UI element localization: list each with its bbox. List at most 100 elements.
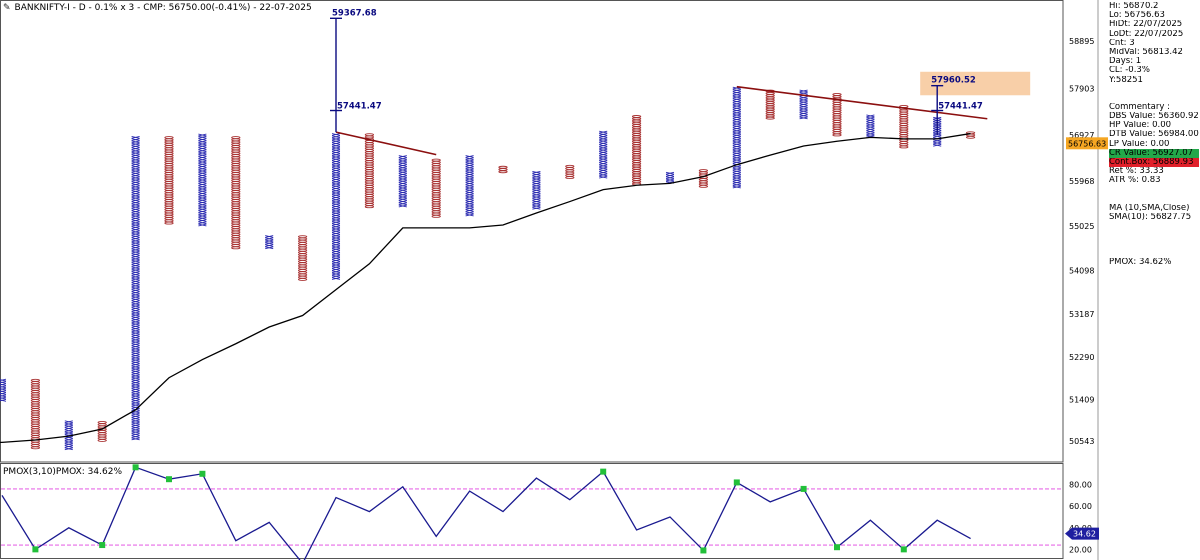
o-box — [231, 196, 241, 200]
x-box — [131, 235, 140, 238]
o-box — [164, 217, 174, 221]
o-box — [30, 414, 41, 418]
o-box — [231, 221, 241, 225]
x-box — [198, 140, 207, 144]
x-box — [198, 171, 207, 175]
x-box — [198, 176, 207, 180]
x-box — [331, 243, 341, 247]
o-box — [364, 173, 375, 177]
x-box — [131, 241, 140, 245]
annotations: 59367.68 57441.47 57960.52 57441.47 56756.63 — [330, 8, 1108, 150]
x-box — [331, 175, 341, 179]
x-box — [532, 177, 541, 181]
x-box — [198, 185, 207, 189]
o-box — [364, 133, 375, 137]
x-box — [732, 136, 741, 139]
target-label: 57441.47 — [337, 102, 382, 112]
o-box — [97, 429, 107, 433]
x-box — [398, 155, 407, 158]
x-box — [465, 179, 474, 183]
x-box — [64, 438, 73, 442]
x-box — [131, 149, 140, 153]
x-box — [198, 216, 207, 220]
x-box — [131, 228, 140, 231]
x-box — [331, 247, 341, 251]
o-box — [364, 191, 375, 195]
o-box — [231, 165, 241, 169]
x-box — [198, 189, 207, 193]
info-contbox: Cont.Box: 56889.93 — [1109, 158, 1199, 168]
o-box — [231, 136, 241, 140]
o-box — [231, 190, 241, 194]
info-cr: CR Value: 56927.07 — [1109, 148, 1199, 159]
x-box — [131, 259, 140, 263]
x-box — [732, 124, 741, 128]
x-box — [131, 244, 140, 247]
x-box — [131, 331, 140, 335]
pmox-marker — [600, 468, 607, 475]
o-box — [498, 168, 508, 171]
o-box — [231, 142, 241, 146]
info-hp: HP Value: 0.00 — [1109, 121, 1172, 131]
x-box — [331, 157, 341, 161]
x-box — [265, 246, 274, 250]
x-box — [131, 169, 140, 173]
x-box — [732, 160, 741, 164]
o-box — [231, 185, 241, 189]
x-box — [0, 383, 7, 386]
x-box — [732, 158, 741, 162]
settings-icon[interactable]: ✎ — [3, 3, 11, 13]
info-y: Y:58251 — [1109, 75, 1143, 85]
o-box — [30, 430, 41, 434]
x-box — [64, 424, 73, 428]
o-box — [631, 178, 642, 181]
o-box — [431, 174, 441, 178]
x-box — [398, 175, 407, 179]
x-box — [131, 223, 140, 227]
o-box — [231, 194, 241, 198]
pmox-marker — [733, 479, 740, 486]
x-box — [131, 181, 140, 184]
x-box — [866, 125, 875, 129]
o-box — [431, 212, 441, 216]
o-column — [631, 115, 642, 186]
o-box — [899, 129, 909, 133]
o-box — [765, 109, 775, 113]
x-box — [131, 426, 140, 429]
x-box — [131, 329, 140, 333]
x-box — [799, 114, 808, 118]
o-box — [164, 187, 174, 191]
o-box — [164, 172, 174, 176]
o-box — [364, 175, 375, 179]
trendlines — [335, 85, 988, 156]
x-box — [398, 173, 407, 176]
y-tick-label: 53187 — [1069, 310, 1094, 319]
o-box — [631, 144, 642, 148]
x-box — [131, 140, 140, 144]
x-box — [799, 100, 808, 104]
o-box — [30, 390, 41, 394]
x-box — [198, 207, 207, 211]
x-box — [331, 162, 341, 166]
o-box — [231, 228, 241, 232]
x-box — [131, 268, 140, 272]
o-box — [631, 128, 642, 132]
o-box — [164, 138, 174, 142]
o-box — [832, 104, 842, 108]
o-box — [899, 114, 909, 117]
o-box — [30, 419, 41, 423]
x-box — [198, 221, 207, 225]
x-box — [331, 225, 341, 229]
o-box — [431, 172, 441, 176]
x-box — [331, 200, 341, 204]
x-box — [131, 190, 140, 193]
x-box — [465, 182, 474, 185]
x-box — [331, 202, 341, 206]
x-box — [131, 277, 140, 281]
x-box — [198, 151, 207, 155]
o-box — [698, 184, 709, 188]
x-box — [331, 211, 341, 215]
